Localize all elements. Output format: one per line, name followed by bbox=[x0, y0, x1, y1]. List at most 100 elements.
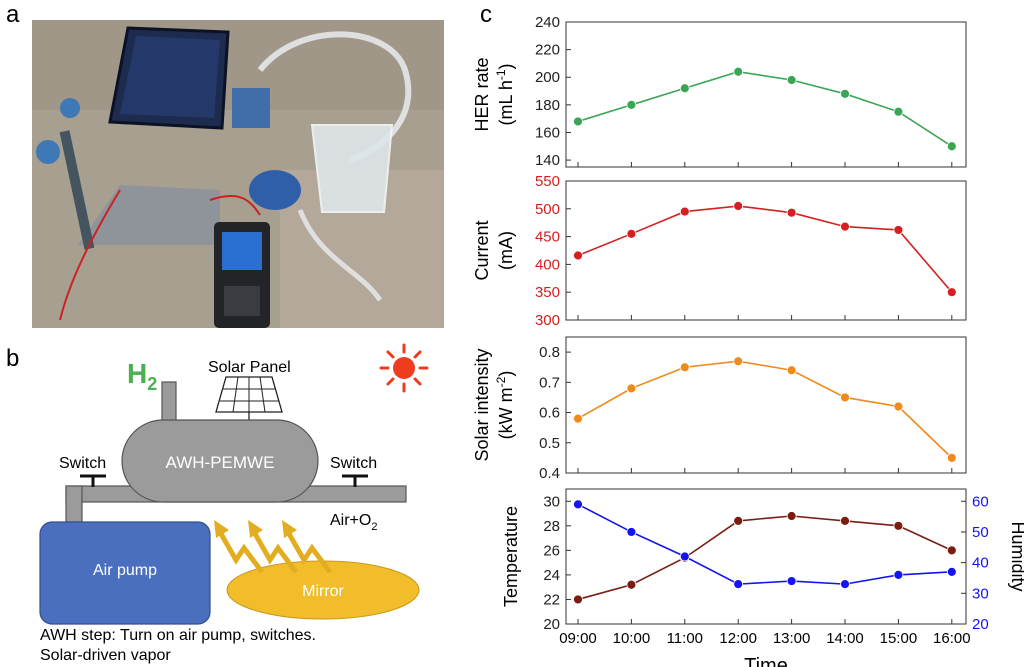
y-right-axis-label: Humidity bbox=[1008, 521, 1024, 591]
sun-icon bbox=[379, 343, 429, 393]
panel-c-label: c bbox=[480, 1, 492, 28]
data-point bbox=[786, 511, 797, 521]
h2-label: H2 bbox=[127, 358, 157, 394]
photo-electrolyzer bbox=[232, 88, 270, 128]
photo-setup bbox=[32, 20, 444, 328]
y-tick-label: 400 bbox=[535, 256, 560, 273]
data-point bbox=[946, 545, 957, 556]
y-tick-label: 0.4 bbox=[539, 465, 560, 482]
data-point bbox=[679, 83, 690, 94]
data-point bbox=[840, 516, 850, 526]
y-tick-label: 0.5 bbox=[539, 435, 560, 452]
data-point bbox=[573, 116, 583, 127]
data-point bbox=[733, 516, 744, 526]
charts-group: 140 160 180 200 220 240 HER rate (mL h-1) 300 350… bbox=[472, 14, 1024, 667]
y-tick-label: 0.6 bbox=[539, 405, 560, 422]
chart-temphum: 20 22 24 26 28 30 Temperature 20 30 40 50 60 Humidit… bbox=[501, 488, 1024, 667]
data-point bbox=[573, 499, 583, 510]
data-point bbox=[573, 250, 583, 261]
y-tick-label: 26 bbox=[543, 542, 560, 559]
light-arrowheads bbox=[214, 520, 297, 538]
x-tick-label: 13:00 bbox=[773, 630, 811, 647]
y-tick-label: 350 bbox=[535, 284, 560, 301]
switch-left bbox=[80, 474, 106, 487]
pump-pipe bbox=[65, 485, 83, 523]
light-arrows bbox=[217, 530, 332, 574]
data-point bbox=[573, 594, 583, 605]
data-point bbox=[786, 207, 797, 218]
solar-panel-icon bbox=[215, 376, 283, 423]
air-pump bbox=[39, 521, 211, 625]
data-point bbox=[893, 520, 904, 531]
data-point bbox=[840, 221, 850, 232]
data-point bbox=[786, 75, 797, 85]
y-right-tick-label: 20 bbox=[972, 616, 989, 633]
y-axis-label-line1: HER rate bbox=[472, 57, 492, 131]
chart-her-frame bbox=[565, 21, 967, 168]
caption-line-1: AWH step: Turn on air pump, switches. bbox=[40, 627, 316, 644]
x-tick-label: 15:00 bbox=[880, 630, 918, 647]
switch-right-label: Switch bbox=[330, 455, 377, 472]
y-axis-label: Temperature bbox=[501, 506, 521, 607]
x-tick-label: 16:00 bbox=[933, 630, 971, 647]
series-line-temphum-1 bbox=[577, 503, 952, 585]
y-tick-label: 30 bbox=[543, 493, 560, 510]
device-label: AWH-PEMWE bbox=[166, 453, 275, 472]
data-point bbox=[946, 287, 957, 298]
chart-current: 300 350 400 450 500 550 Current (mA) bbox=[472, 173, 967, 329]
y-tick-label: 550 bbox=[535, 173, 560, 190]
y-right-tick-label: 40 bbox=[972, 555, 989, 572]
data-point bbox=[786, 576, 797, 586]
data-point bbox=[840, 579, 850, 590]
data-point bbox=[946, 566, 957, 577]
y-tick-label: 20 bbox=[543, 616, 560, 633]
data-point bbox=[733, 201, 744, 211]
panel-b-label: b bbox=[6, 345, 19, 372]
data-point bbox=[786, 365, 797, 376]
y-tick-label: 500 bbox=[535, 201, 560, 218]
y-axis-label-line2: (mL h-1) bbox=[494, 63, 516, 125]
data-point bbox=[626, 99, 637, 110]
y-axis-label-line1: Current bbox=[472, 220, 492, 280]
data-point bbox=[946, 452, 957, 463]
data-point bbox=[626, 383, 637, 394]
y-tick-label: 180 bbox=[535, 97, 560, 114]
chart-her: 140 160 180 200 220 240 HER rate (mL h-1) bbox=[472, 14, 967, 169]
series-line-her-0 bbox=[577, 70, 953, 147]
chart-current-frame bbox=[565, 180, 967, 321]
chart-temphum-frame bbox=[565, 488, 967, 625]
data-point bbox=[679, 362, 690, 373]
data-point bbox=[893, 401, 904, 412]
data-point bbox=[573, 413, 583, 424]
data-point bbox=[626, 579, 637, 590]
y-tick-label: 28 bbox=[543, 518, 560, 535]
x-tick-label: 11:00 bbox=[667, 630, 703, 647]
x-axis-label: Time bbox=[744, 655, 788, 667]
chart-solar: 0.4 0.5 0.6 0.7 0.8 Solar intensity (kW m-2) bbox=[472, 336, 967, 482]
y-tick-label: 24 bbox=[543, 567, 560, 584]
panel-a-label: a bbox=[6, 1, 20, 28]
awh-pemwe-device bbox=[121, 419, 319, 503]
x-tick-label: 09:00 bbox=[559, 630, 597, 647]
y-right-tick-label: 60 bbox=[972, 493, 989, 510]
y-tick-label: 0.8 bbox=[539, 344, 560, 361]
data-point bbox=[733, 356, 744, 367]
data-point bbox=[626, 228, 637, 239]
y-tick-label: 160 bbox=[535, 124, 560, 141]
data-point bbox=[893, 225, 904, 235]
data-point bbox=[679, 551, 690, 562]
air-pump-label: Air pump bbox=[93, 562, 157, 579]
y-right-tick-label: 30 bbox=[972, 585, 989, 602]
series-line-current-0 bbox=[577, 205, 953, 293]
photo-pump bbox=[249, 170, 301, 210]
data-point bbox=[626, 527, 637, 537]
y-tick-label: 300 bbox=[535, 312, 560, 329]
y-right-tick-label: 50 bbox=[972, 524, 989, 541]
y-tick-label: 240 bbox=[535, 14, 560, 31]
data-point bbox=[733, 66, 744, 77]
mirror-label: Mirror bbox=[302, 583, 344, 600]
data-point bbox=[840, 392, 850, 403]
y-tick-label: 140 bbox=[535, 152, 560, 169]
y-tick-label: 22 bbox=[543, 591, 560, 608]
